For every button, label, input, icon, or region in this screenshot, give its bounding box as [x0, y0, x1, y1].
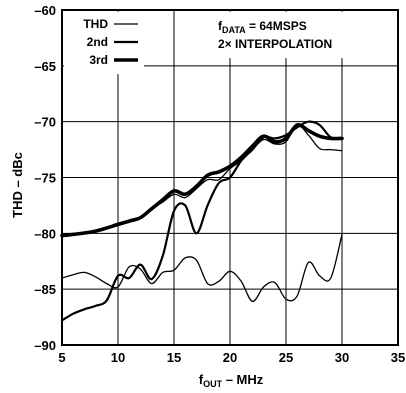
legend: THD 2nd 3rd: [83, 17, 138, 67]
x-tick-label: 15: [167, 350, 181, 365]
legend-label: 3rd: [89, 53, 108, 67]
plot-frame: [61, 9, 399, 346]
series-group: [60, 120, 344, 322]
legend-label: 2nd: [87, 35, 108, 49]
annotation-text: fDATA = 64MSPS: [218, 19, 307, 35]
x-axis-label: fOUT – MHz: [199, 372, 264, 389]
x-tick-label: 20: [223, 350, 237, 365]
x-tick-label: 10: [111, 350, 125, 365]
ticks: 5 10 15 20 25 30 35 –60 –65 –70 –75 –80 –85 –90: [34, 3, 405, 365]
legend-label: THD: [83, 17, 108, 31]
x-tick-label: 5: [58, 350, 65, 365]
x-tick-label: 25: [279, 350, 293, 365]
y-tick-label: –70: [34, 115, 56, 130]
y-axis-label: THD – dBc: [10, 152, 25, 218]
y-tick-label: –60: [34, 3, 56, 18]
series-line-unlabeled: [61, 233, 343, 303]
annotation-background: [214, 12, 394, 58]
x-tick-label: 35: [391, 350, 405, 365]
y-tick-label: –65: [34, 59, 56, 74]
annotations: fDATA = 64MSPS 2× INTERPOLATION: [218, 19, 332, 51]
annotation-text: 2× INTERPOLATION: [218, 37, 332, 51]
y-tick-label: –85: [34, 282, 56, 297]
y-tick-label: –80: [34, 226, 56, 241]
y-tick-label: –90: [34, 338, 56, 353]
series-line-2nd: [60, 120, 344, 322]
y-tick-label: –75: [34, 171, 56, 186]
series-line-3rd: [60, 123, 344, 238]
x-tick-label: 30: [335, 350, 349, 365]
